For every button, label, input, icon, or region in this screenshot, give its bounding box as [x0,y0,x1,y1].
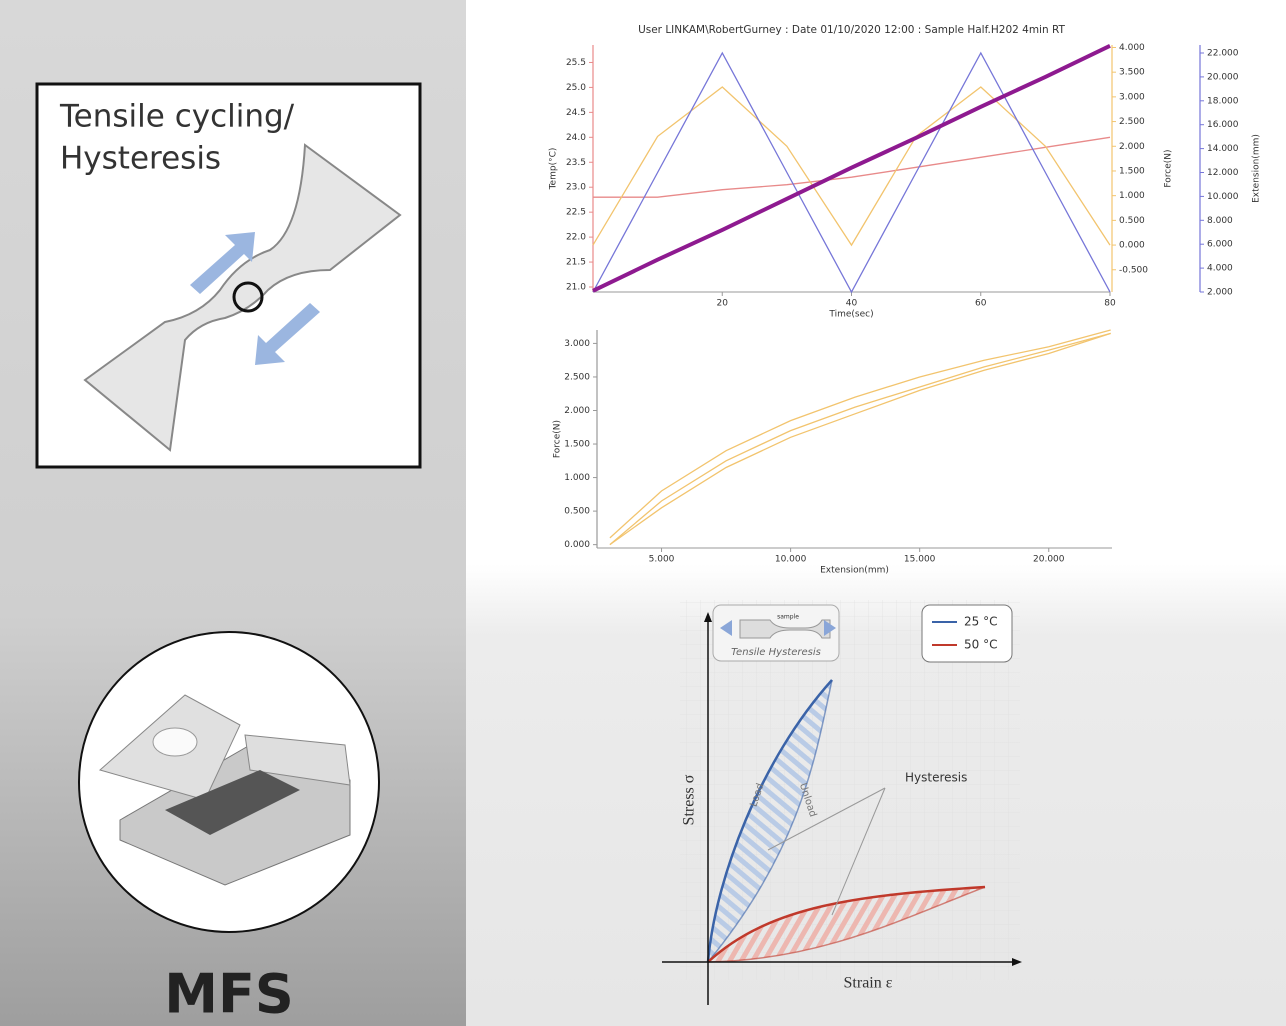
panel-label: MFS [164,963,294,1026]
y-label: Stress σ [681,774,698,825]
y-tick-label: 22.0 [566,233,586,243]
y2-tick-label: -0.500 [1119,265,1148,275]
page: {"panel": {"title_lines": ["Tensile cycl… [0,0,1286,1026]
x-tick-label: 10.000 [775,555,807,565]
y2-tick-label: 1.000 [1119,191,1145,201]
legend-label: 50 °C [964,638,997,652]
y2-axis-label: Force(N) [1164,149,1174,187]
y3-tick-label: 10.000 [1207,192,1239,202]
x-tick-label: 20 [717,299,729,309]
y3-tick-label: 16.000 [1207,120,1239,130]
y3-tick-label: 6.000 [1207,240,1233,250]
y3-tick-label: 12.000 [1207,168,1239,178]
y2-tick-label: 4.000 [1119,43,1145,53]
y-tick-label: 3.000 [564,339,590,349]
y3-tick-label: 8.000 [1207,216,1233,226]
y2-tick-label: 2.500 [1119,117,1145,127]
y-axis-label: Force(N) [553,420,563,458]
slide: Tensile cycling/ Hysteresis MFS sample T… [0,0,1286,1026]
y-tick-label: 1.500 [564,440,590,450]
y2-tick-label: 2.000 [1119,142,1145,152]
y3-tick-label: 14.000 [1207,144,1239,154]
x-axis-label: Time(sec) [828,310,873,320]
y-tick-label: 25.5 [566,58,586,68]
y-axis-label: Temp(°C) [549,148,559,191]
y3-axis-label: Extension(mm) [1252,134,1262,203]
device-window [153,728,197,756]
y-tick-label: 2.000 [564,406,590,416]
y2-tick-label: 0.500 [1119,216,1145,226]
y-tick-label: 0.000 [564,540,590,550]
x-tick-label: 20.000 [1033,555,1065,565]
x-tick-label: 80 [1104,299,1116,309]
x-tick-label: 60 [975,299,987,309]
y-tick-label: 2.500 [564,372,590,382]
y3-tick-label: 22.000 [1207,49,1239,59]
chart-title: User LINKAM\RobertGurney : Date 01/10/20… [638,24,1065,36]
y2-tick-label: 0.000 [1119,241,1145,251]
y-tick-label: 25.0 [566,83,586,93]
x-tick-label: 40 [846,299,858,309]
x-tick-label: 5.000 [649,555,675,565]
x-label: Strain ε [844,975,893,992]
y-tick-label: 24.0 [566,133,586,143]
y-tick-label: 24.5 [566,108,586,118]
y-tick-label: 21.0 [566,283,586,293]
y3-tick-label: 2.000 [1207,288,1233,298]
card-title: Tensile cycling/ [59,99,295,135]
inset-label: Tensile Hysteresis [731,647,821,658]
x-axis-label: Extension(mm) [820,566,889,576]
y-tick-label: 0.500 [564,507,590,517]
y2-tick-label: 3.500 [1119,68,1145,78]
y2-tick-label: 3.000 [1119,92,1145,102]
annotation: Hysteresis [905,771,967,785]
y-tick-label: 23.5 [566,158,586,168]
legend-label: 25 °C [964,615,997,629]
y-tick-label: 23.0 [566,183,586,193]
y-tick-label: 22.5 [566,208,586,218]
y-tick-label: 21.5 [566,258,586,268]
card-title: Hysteresis [60,141,221,177]
inset-sample: sample [777,614,799,621]
y2-tick-label: 1.500 [1119,166,1145,176]
y3-tick-label: 4.000 [1207,264,1233,274]
y3-tick-label: 18.000 [1207,96,1239,106]
x-tick-label: 15.000 [904,555,936,565]
y3-tick-label: 20.000 [1207,72,1239,82]
y-tick-label: 1.000 [564,473,590,483]
